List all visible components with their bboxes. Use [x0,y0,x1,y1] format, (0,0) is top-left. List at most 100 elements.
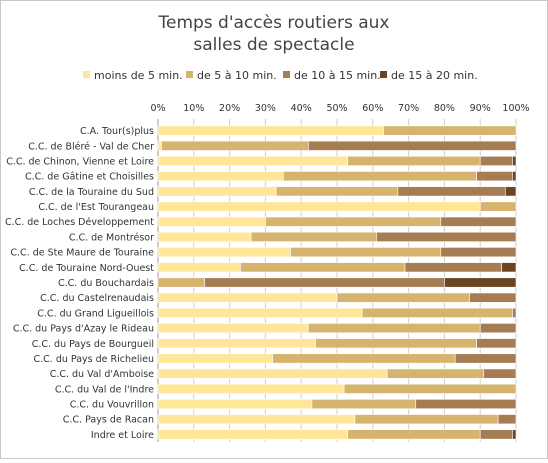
bar-segment [265,216,442,227]
category-label: C.C. Pays de Racan [63,415,154,426]
category-label: C.C. du Bouchardais [58,278,154,289]
bar-segment [347,429,481,440]
legend-label: moins de 5 min. [94,69,183,82]
bar-segment [308,323,481,334]
bar-segment [311,399,417,410]
bar-segment [157,231,252,242]
x-tick-label: 20% [219,103,240,114]
x-tick-label: 70% [398,103,419,114]
bar-segment [157,323,309,334]
bar-segment [157,171,284,182]
x-tick-label: 80% [434,103,455,114]
bar-segment [444,277,517,288]
x-tick-label: 50% [326,103,347,114]
bar-segment [512,171,517,182]
x-tick-label: 10% [183,103,204,114]
bar-segment [479,323,517,334]
legend-swatch [83,71,90,78]
category-label: C.C. du Pays de Richelieu [34,354,154,365]
x-axis-tick-labels: 0% 10% 20% 30% 40% 50% 60% 70% 80% 90% 100% [150,103,529,114]
bar-segment [157,125,384,136]
bar-segment [272,353,456,364]
category-label: C.C. du Grand Ligueillois [37,308,154,319]
bar-segment [315,338,477,349]
bar-segment [157,292,338,303]
bar-segment [469,292,517,303]
bar-segment [397,186,506,197]
legend-label: de 5 à 10 min. [197,69,277,82]
y-axis-category-labels: C.A. Tour(s)plus C.C. de Bléré - Val de C… [5,126,154,441]
category-label: C.C. du Val d'Amboise [50,369,154,380]
bar-segment [157,383,345,394]
legend-swatch [186,71,193,78]
bar-segment [512,307,517,318]
bar-segment [157,338,316,349]
bar-segment [404,262,502,273]
category-label: C.C. du Vouvrillon [70,400,154,411]
category-label: C.C. du Pays de Bourgueil [32,339,154,350]
bar-segment [483,368,517,379]
category-label: C.C. du Val de l'Indre [55,384,154,395]
bar-segment [383,125,517,136]
category-label: C.C. de Chinon, Vienne et Loire [6,156,154,167]
bar-segment [308,140,517,151]
category-label: C.A. Tour(s)plus [80,126,154,137]
bar-segment [512,155,517,166]
bar-segment [157,368,388,379]
bar-segment [282,171,477,182]
category-label: C.C. de l'Est Tourangeau [38,202,154,213]
bar-segment [250,231,377,242]
bar-segment [204,277,445,288]
bar-segment [361,307,513,318]
chart-title-line: Temps d'accès routiers aux [157,13,389,33]
bar-segment [440,216,517,227]
x-tick-label: 100% [502,103,529,114]
bar-segment [343,383,517,394]
bar-segment [157,414,356,425]
bar-segment [157,186,277,197]
bar-segment [336,292,470,303]
legend-swatch [283,71,290,78]
bar-segment [157,277,205,288]
bar-segment [479,429,513,440]
legend: moins de 5 min. de 5 à 10 min. de 10 à 15 … [83,69,478,82]
legend-label: de 10 à 15 min. [294,69,381,82]
bar-segment [354,414,499,425]
category-label: C.C. de Gâtine et Choisilles [25,172,154,183]
bar-segment [512,429,517,440]
bar-segment [157,262,241,273]
bar-segment [454,353,517,364]
category-label: C.C. de Montrésor [69,232,154,243]
bar-segment [504,186,517,197]
x-tick-label: 30% [255,103,276,114]
bar-segment [476,171,513,182]
legend-swatch [380,71,387,78]
bar-segment [275,186,399,197]
bar-segment [157,201,481,212]
legend-label: de 15 à 20 min. [391,69,478,82]
bar-segment [290,247,442,258]
bar-segment [157,140,162,151]
x-tick-label: 60% [362,103,383,114]
category-label: C.C. du Castelrenaudais [40,293,154,304]
x-tick-label: 40% [291,103,312,114]
bar-segment [501,262,517,273]
bar-segment [157,216,266,227]
bar-segment [157,353,273,364]
category-label: C.C. de la Touraine du Sud [29,187,154,198]
category-label: C.C. de Bléré - Val de Cher [28,141,154,152]
bar-segment [157,155,349,166]
bar-segment [497,414,517,425]
category-label: C.C. de Ste Maure de Touraine [10,248,154,259]
category-label: C.C. de Loches Développement [5,217,154,228]
bar-segment [479,155,513,166]
category-label: Indre et Loire [91,430,154,441]
bar-segment [157,399,313,410]
chart-title-line: salles de spectacle [193,35,354,55]
bar-segment [157,307,363,318]
bar-segment [347,155,481,166]
bars [157,125,517,440]
x-tick-label: 0% [150,103,165,114]
